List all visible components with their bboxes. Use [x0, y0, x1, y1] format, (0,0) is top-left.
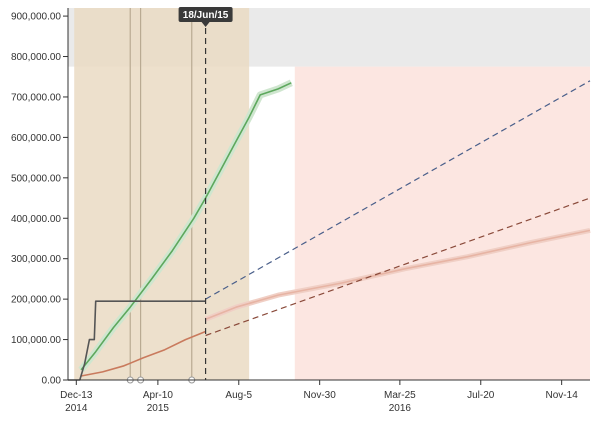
x-tick-year-4: 2016: [389, 403, 412, 414]
x-tick-label-2: Aug-5: [225, 390, 252, 401]
today-tooltip-box: [178, 7, 233, 22]
series-0-line: [80, 82, 292, 371]
x-axis-ticks: Dec-13 2014 Apr-10 2015 Aug-5 Nov-30 Mar-25 201…: [60, 380, 578, 414]
x-tick-label-5: Jul-20: [467, 390, 495, 401]
y-tick-label-1: 100,000.00: [11, 335, 61, 346]
chart-bands: [68, 8, 590, 380]
x-tick-label-4: Mar-25: [384, 390, 416, 401]
y-tick-label-7: 700,000.00: [11, 92, 61, 103]
y-tick-label-3: 300,000.00: [11, 254, 61, 265]
y-tick-label-8: 800,000.00: [11, 52, 61, 63]
y-tick-label-2: 200,000.00: [11, 295, 61, 306]
series-5-line: [205, 197, 591, 337]
series-layer: [68, 79, 591, 381]
x-tick-label-6: Nov-14: [546, 390, 579, 401]
x-tick-year-1: 2015: [147, 403, 170, 414]
axes: [67, 8, 590, 381]
band-2: [294, 66, 590, 380]
today-marker: 18/Jun/15: [178, 7, 233, 380]
today-tooltip-arrow: [201, 22, 210, 27]
x-tick-label-0: Dec-13: [60, 390, 93, 401]
band-1: [74, 8, 250, 380]
y-tick-label-5: 500,000.00: [11, 173, 61, 184]
x-tick-label-3: Nov-30: [304, 390, 337, 401]
today-tooltip-label: 18/Jun/15: [183, 10, 229, 21]
y-axis-ticks: 0.00 100,000.00 200,000.00 300,000.00 400,00…: [11, 12, 68, 387]
y-tick-label-6: 600,000.00: [11, 133, 61, 144]
x-tick-year-0: 2014: [65, 403, 88, 414]
y-tick-label-9: 900,000.00: [11, 12, 61, 23]
y-tick-label-4: 400,000.00: [11, 214, 61, 225]
series-1-line: [80, 330, 206, 377]
x-tick-label-1: Apr-10: [143, 390, 173, 401]
series-4-line: [205, 80, 591, 300]
y-tick-label-0: 0.00: [42, 376, 62, 387]
series-3-line: [205, 229, 591, 321]
